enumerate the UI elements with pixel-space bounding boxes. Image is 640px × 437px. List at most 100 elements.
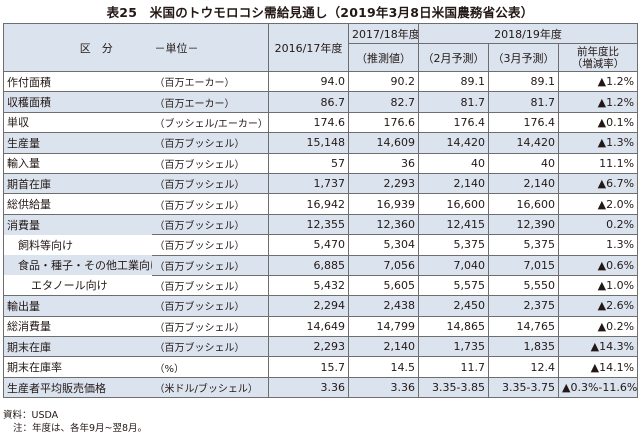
value-mar-forecast: 89.1 <box>488 70 559 93</box>
row-label: 期末在庫率 <box>3 356 152 378</box>
table-row: 消費量 （百万ブッシェル） 12,355 12,360 12,415 12,390 0.2% <box>3 213 639 236</box>
value-2017: 90.2 <box>348 70 419 93</box>
value-2017: 36 <box>348 152 419 174</box>
table-row: 作付面積 （百万エーカー） 94.0 90.2 89.1 89.1 ▲1.2% <box>3 70 639 93</box>
value-feb-forecast: 3.35-3.85 <box>418 376 489 399</box>
table-row: 期末在庫率 （%） 15.7 14.5 11.7 12.4 ▲14.1% <box>3 356 639 378</box>
value-2016: 5,432 <box>268 274 349 297</box>
value-2016: 94.0 <box>268 70 349 93</box>
value-2016: 14,649 <box>268 315 349 338</box>
value-mar-forecast: 14,420 <box>488 132 559 154</box>
header-2018: 2018/19年度 <box>417 23 639 44</box>
value-feb-forecast: 40 <box>418 152 489 174</box>
value-2017: 176.6 <box>348 111 419 134</box>
value-mar-forecast: 2,375 <box>488 295 559 317</box>
value-2017: 2,438 <box>348 295 419 317</box>
value-mar-forecast: 14,765 <box>488 315 559 338</box>
supply-demand-table: 区 分 －単位－ 2016/17年度 2017/18年度 2018/19年度 （… <box>3 23 639 399</box>
row-label: エタノール向け <box>3 275 152 296</box>
row-unit: （百万ブッシェル） <box>151 213 269 236</box>
value-yoy: ▲1.0% <box>557 274 639 297</box>
value-yoy: ▲14.1% <box>557 356 639 378</box>
value-mar-forecast: 5,550 <box>488 274 559 297</box>
row-label: 収穫面積 <box>3 91 152 113</box>
table-row: 収穫面積 （百万エーカー） 86.7 82.7 81.7 81.7 ▲1.2% <box>3 91 639 113</box>
value-feb-forecast: 14,865 <box>418 315 489 338</box>
value-2017: 82.7 <box>348 91 419 113</box>
value-feb-forecast: 14,420 <box>418 132 489 154</box>
table-title: 表25 米国のトウモロコシ需給見通し（2019年3月8日米国農務省公表） <box>106 5 534 20</box>
table-row: 飼料等向け （百万ブッシェル） 5,470 5,304 5,375 5,375 1.3% <box>3 234 639 256</box>
row-label: 輸入量 <box>3 152 152 174</box>
header-category: 区 分 <box>3 23 152 72</box>
value-feb-forecast: 2,140 <box>418 172 489 195</box>
value-mar-forecast: 16,600 <box>488 193 559 215</box>
row-label: 作付面積 <box>3 70 152 93</box>
value-feb-forecast: 11.7 <box>418 356 489 378</box>
value-feb-forecast: 12,415 <box>418 213 489 236</box>
row-label: 総消費量 <box>3 315 152 338</box>
value-feb-forecast: 1,735 <box>418 336 489 358</box>
value-2016: 6,885 <box>268 254 349 276</box>
row-label: 期首在庫 <box>3 172 152 195</box>
value-yoy: ▲1.2% <box>557 91 639 113</box>
row-unit: （百万ブッシェル） <box>151 152 269 174</box>
row-unit: （百万ブッシェル） <box>151 172 269 195</box>
value-2017: 14.5 <box>348 356 419 378</box>
value-yoy: 1.3% <box>557 234 639 256</box>
value-feb-forecast: 81.7 <box>418 91 489 113</box>
value-mar-forecast: 1,835 <box>488 336 559 358</box>
header-2017: 2017/18年度 <box>348 23 419 44</box>
value-feb-forecast: 7,040 <box>418 254 489 276</box>
row-unit: （米ドル/ブッシェル） <box>151 376 269 399</box>
row-unit: （百万ブッシェル） <box>151 315 269 338</box>
row-label: 総供給量 <box>3 193 152 215</box>
value-2017: 16,939 <box>348 193 419 215</box>
value-yoy: ▲1.3% <box>557 132 639 154</box>
value-yoy: ▲6.7% <box>557 172 639 195</box>
row-unit: （百万エーカー） <box>151 91 269 113</box>
value-2016: 15.7 <box>268 356 349 378</box>
header-mar-forecast: （3月予測） <box>488 43 559 72</box>
value-2017: 5,304 <box>348 234 419 256</box>
table-row: 総消費量 （百万ブッシェル） 14,649 14,799 14,865 14,765 ▲0.… <box>3 315 639 338</box>
value-2016: 57 <box>268 152 349 174</box>
value-2016: 5,470 <box>268 234 349 256</box>
value-mar-forecast: 12.4 <box>488 356 559 378</box>
value-2017: 7,056 <box>348 254 419 276</box>
value-yoy: 0.2% <box>557 213 639 236</box>
value-2017: 3.36 <box>348 376 419 399</box>
value-feb-forecast: 89.1 <box>418 70 489 93</box>
value-mar-forecast: 2,140 <box>488 172 559 195</box>
value-feb-forecast: 16,600 <box>418 193 489 215</box>
value-2016: 2,293 <box>268 336 349 358</box>
row-unit: （百万エーカー） <box>151 70 269 93</box>
row-label: 食品・種子・その他工業向け <box>3 255 152 276</box>
value-yoy: 11.1% <box>557 152 639 174</box>
row-label: 期末在庫 <box>3 336 152 358</box>
header-2016: 2016/17年度 <box>268 23 349 72</box>
value-feb-forecast: 2,450 <box>418 295 489 317</box>
row-label: 単収 <box>3 111 152 134</box>
value-2016: 2,294 <box>268 295 349 317</box>
row-unit: （百万ブッシェル） <box>151 193 269 215</box>
table-row: 輸入量 （百万ブッシェル） 57 36 40 40 11.1% <box>3 152 639 174</box>
value-2016: 1,737 <box>268 172 349 195</box>
row-unit: （%） <box>151 356 269 378</box>
header-unit: －単位－ <box>151 23 269 72</box>
value-yoy: ▲0.3%-11.6% <box>557 376 639 399</box>
row-unit: （百万ブッシェル） <box>151 336 269 358</box>
value-mar-forecast: 3.35-3.75 <box>488 376 559 399</box>
row-label: 生産者平均販売価格 <box>3 376 152 399</box>
value-2017: 5,605 <box>348 274 419 297</box>
row-unit: （百万ブッシェル） <box>151 234 269 256</box>
header-estimate: （推測値） <box>348 43 419 72</box>
value-yoy: ▲0.2% <box>557 315 639 338</box>
value-feb-forecast: 176.4 <box>418 111 489 134</box>
row-label: 消費量 <box>3 213 152 235</box>
value-mar-forecast: 40 <box>488 152 559 174</box>
value-yoy: ▲2.0% <box>557 193 639 215</box>
source-note: 資料：USDA <box>3 410 59 421</box>
table-row: 生産量 （百万ブッシェル） 15,148 14,609 14,420 14,420 ▲1.3… <box>3 132 639 154</box>
value-2017: 14,799 <box>348 315 419 338</box>
